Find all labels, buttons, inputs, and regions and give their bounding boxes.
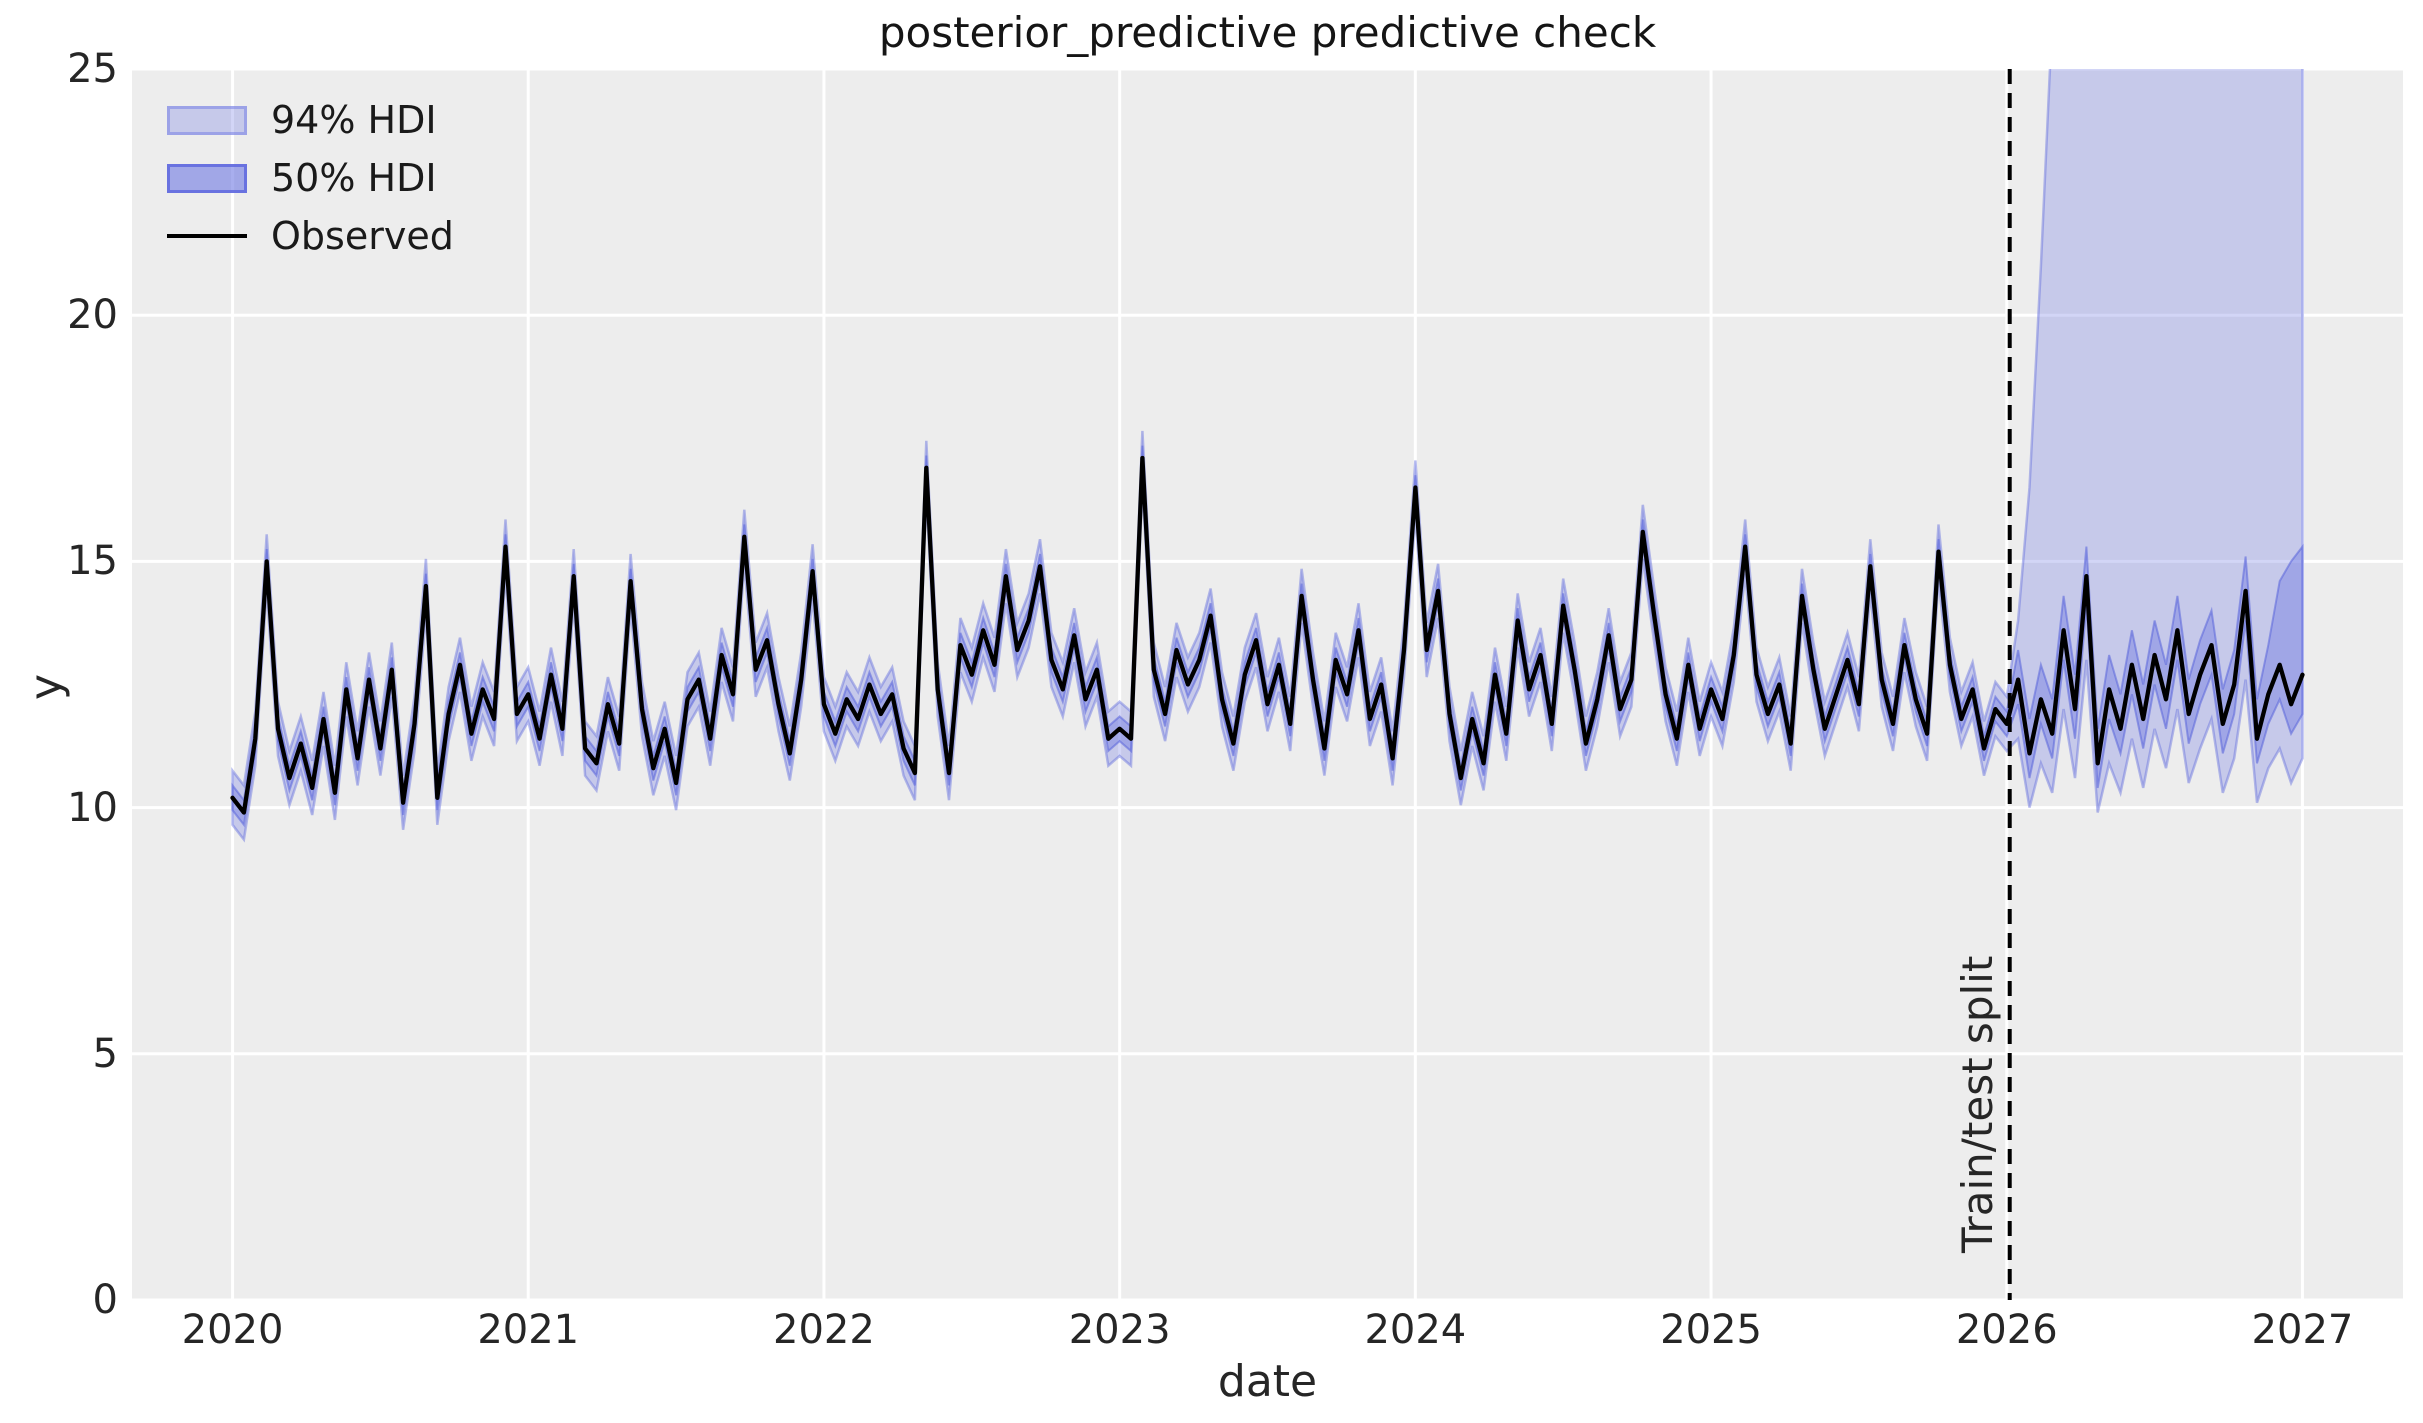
legend-label-50-hdi: 50% HDI xyxy=(271,156,437,200)
x-tick-label: 2020 xyxy=(181,1307,284,1353)
legend-label-observed: Observed xyxy=(271,214,454,258)
x-tick-label: 2022 xyxy=(773,1307,875,1353)
hdi-50-swatch xyxy=(167,163,247,193)
y-tick-label: 25 xyxy=(67,46,118,92)
y-tick-label: 15 xyxy=(67,538,118,585)
hdi-94-swatch xyxy=(167,105,247,135)
y-tick-label: 5 xyxy=(92,1030,118,1077)
legend-label-94-hdi: 94% HDI xyxy=(271,98,437,142)
observed-line xyxy=(230,455,2305,815)
y-tick-label: 20 xyxy=(67,292,118,339)
y-tick-label: 10 xyxy=(67,784,118,831)
x-tick-label: 2025 xyxy=(1660,1307,1762,1353)
x-tick-label: 2027 xyxy=(2251,1307,2354,1353)
legend: 94% HDI 50% HDI Observed xyxy=(167,98,454,258)
observed-line-swatch xyxy=(167,233,247,239)
chart-title: posterior_predictive predictive check xyxy=(878,8,1657,57)
x-tick-label: 2023 xyxy=(1068,1307,1171,1353)
y-axis-label: y xyxy=(20,673,72,701)
x-axis-label: date xyxy=(1217,1356,1318,1407)
x-tick-label: 2024 xyxy=(1364,1307,1467,1353)
legend-item-94-hdi: 94% HDI xyxy=(167,98,454,142)
y-tick-label: 0 xyxy=(92,1277,118,1323)
legend-item-50-hdi: 50% HDI xyxy=(167,156,454,200)
x-tick-label: 2021 xyxy=(477,1307,580,1353)
x-tick-label: 2026 xyxy=(1955,1307,2058,1353)
legend-item-observed: Observed xyxy=(167,214,454,258)
split-label: Train/test split xyxy=(1953,955,2002,1253)
